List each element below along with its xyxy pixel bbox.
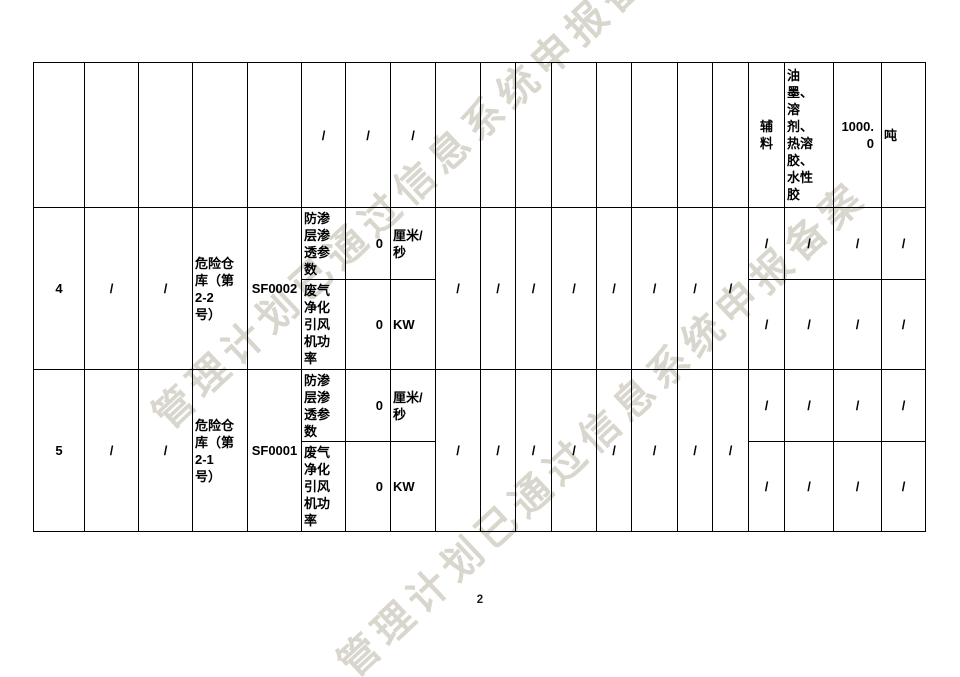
slash-cell: / xyxy=(712,369,749,532)
slash-cell: / xyxy=(345,62,391,208)
serial-number-cell: 5 xyxy=(33,369,85,532)
empty-cell xyxy=(138,62,193,208)
empty-cell xyxy=(712,62,749,208)
facility-code-cell: SF0002 xyxy=(247,207,302,370)
slash-cell: / xyxy=(881,279,926,370)
slash-cell: / xyxy=(515,369,552,532)
empty-cell xyxy=(551,62,597,208)
param-unit-cell: KW xyxy=(390,441,436,532)
slash-cell: / xyxy=(677,207,713,370)
slash-cell: / xyxy=(631,207,678,370)
slash-cell: / xyxy=(138,369,193,532)
empty-cell xyxy=(435,62,481,208)
empty-cell xyxy=(515,62,552,208)
slash-cell: / xyxy=(748,279,785,370)
slash-cell: / xyxy=(748,207,785,280)
slash-cell: / xyxy=(515,207,552,370)
serial-number-cell: 4 xyxy=(33,207,85,370)
slash-cell: / xyxy=(435,369,481,532)
slash-cell: / xyxy=(881,207,926,280)
param-value-cell: 0 xyxy=(345,369,391,442)
slash-cell: / xyxy=(833,207,882,280)
table-row: 5// 危险仓 库（第 2-1 号） SF0001 防渗 层渗 透参 数 0 厘米/ 秒 /… xyxy=(33,369,926,532)
table-row: 4// 危险仓 库（第 2-2 号） SF0002 防渗 层渗 透参 数 0 厘米/ 秒 /… xyxy=(33,207,926,370)
param-name-cell: 防渗 层渗 透参 数 xyxy=(301,207,346,280)
empty-cell xyxy=(480,62,516,208)
param-name-cell: 防渗 层渗 透参 数 xyxy=(301,369,346,442)
slash-cell: / xyxy=(631,369,678,532)
slash-cell: / xyxy=(84,369,139,532)
slash-cell: / xyxy=(881,441,926,532)
empty-cell xyxy=(677,62,713,208)
empty-cell xyxy=(33,62,85,208)
data-table: / / / 辅 料油 墨、 溶 剂、 热溶 胶、 水性 胶 1000.0 吨 4// 危险仓 … xyxy=(33,62,926,532)
param-name-cell: 废气 净化 引风 机功 率 xyxy=(301,441,346,532)
facility-code-cell: SF0001 xyxy=(247,369,302,532)
param-value-cell: 0 xyxy=(345,279,391,370)
slash-cell: / xyxy=(833,369,882,442)
param-unit-cell: KW xyxy=(390,279,436,370)
slash-cell: / xyxy=(748,441,785,532)
slash-cell: / xyxy=(301,62,346,208)
slash-cell: / xyxy=(833,441,882,532)
slash-cell: / xyxy=(480,207,516,370)
param-value-cell: 0 xyxy=(345,207,391,280)
slash-cell: / xyxy=(677,369,713,532)
slash-cell: / xyxy=(84,207,139,370)
empty-cell xyxy=(84,62,139,208)
slash-cell: / xyxy=(551,207,597,370)
slash-cell: / xyxy=(712,207,749,370)
slash-cell: / xyxy=(784,441,834,532)
empty-cell xyxy=(631,62,678,208)
table-row: 废气 净化 引风 机功 率 0 KW / / / / xyxy=(34,441,926,532)
slash-cell: / xyxy=(596,369,632,532)
slash-cell: / xyxy=(881,369,926,442)
slash-cell: / xyxy=(480,369,516,532)
material-category-cell: 辅 料 xyxy=(748,62,785,208)
slash-cell: / xyxy=(390,62,436,208)
material-amount-cell: 1000.0 xyxy=(833,62,882,208)
empty-cell xyxy=(192,62,248,208)
param-value-cell: 0 xyxy=(345,441,391,532)
param-unit-cell: 厘米/ 秒 xyxy=(390,369,436,442)
material-unit-cell: 吨 xyxy=(881,62,926,208)
slash-cell: / xyxy=(551,369,597,532)
slash-cell: / xyxy=(784,369,834,442)
material-names-cell: 油 墨、 溶 剂、 热溶 胶、 水性 胶 xyxy=(784,62,834,208)
table-row: 废气 净化 引风 机功 率 0 KW / / / / xyxy=(34,279,926,370)
empty-cell xyxy=(596,62,632,208)
param-name-cell: 废气 净化 引风 机功 率 xyxy=(301,279,346,370)
slash-cell: / xyxy=(596,207,632,370)
param-unit-cell: 厘米/ 秒 xyxy=(390,207,436,280)
table-row: / / / 辅 料油 墨、 溶 剂、 热溶 胶、 水性 胶 1000.0 吨 xyxy=(33,62,926,208)
slash-cell: / xyxy=(784,279,834,370)
slash-cell: / xyxy=(833,279,882,370)
slash-cell: / xyxy=(748,369,785,442)
slash-cell: / xyxy=(784,207,834,280)
empty-cell xyxy=(247,62,302,208)
slash-cell: / xyxy=(138,207,193,370)
facility-name-cell: 危险仓 库（第 2-1 号） xyxy=(192,369,248,532)
facility-name-cell: 危险仓 库（第 2-2 号） xyxy=(192,207,248,370)
slash-cell: / xyxy=(435,207,481,370)
page-number: 2 xyxy=(476,594,484,606)
